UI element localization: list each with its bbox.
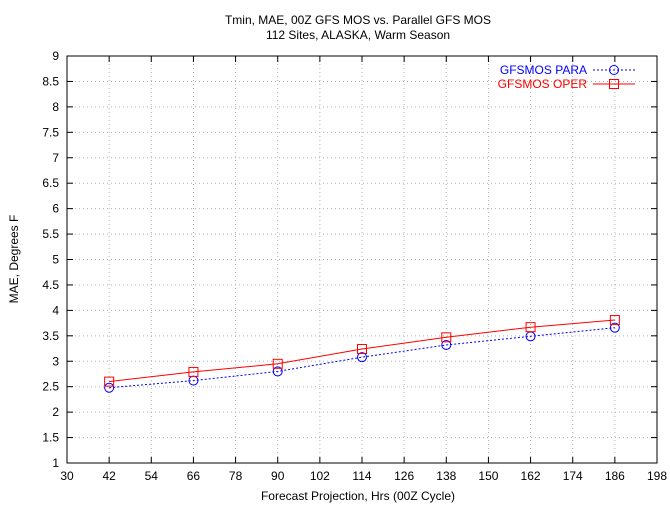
series-1 bbox=[104, 322, 620, 393]
x-tick-label: 114 bbox=[352, 469, 371, 483]
data-point bbox=[609, 322, 620, 333]
y-tick-label: 5 bbox=[52, 253, 59, 267]
y-tick-label: 5.5 bbox=[42, 227, 59, 241]
data-point bbox=[357, 344, 367, 355]
data-point bbox=[188, 366, 199, 377]
chart-subtitle: 112 Sites, ALASKA, Warm Season bbox=[266, 28, 450, 42]
x-tick-label: 54 bbox=[145, 469, 159, 483]
y-tick-label: 3 bbox=[52, 354, 59, 368]
series-layer bbox=[104, 315, 620, 393]
series-line bbox=[109, 327, 615, 389]
y-tick-label: 7.5 bbox=[42, 125, 59, 139]
y-tick-label: 1 bbox=[52, 456, 59, 470]
x-tick-label: 126 bbox=[394, 469, 414, 483]
data-point bbox=[272, 358, 283, 369]
data-point bbox=[441, 339, 452, 350]
x-tick-label: 162 bbox=[521, 469, 541, 483]
y-tick-label: 1.5 bbox=[42, 431, 59, 445]
x-tick-label: 138 bbox=[436, 469, 456, 483]
x-tick-label: 186 bbox=[605, 469, 625, 483]
x-tick-label: 42 bbox=[102, 469, 116, 483]
y-tick-label: 2.5 bbox=[42, 380, 59, 394]
legend-label: GFSMOS OPER bbox=[498, 77, 588, 91]
y-tick-label: 6.5 bbox=[42, 176, 59, 190]
y-tick-label: 6 bbox=[52, 202, 59, 216]
legend-marker bbox=[609, 65, 619, 75]
data-point bbox=[104, 376, 115, 387]
series-line bbox=[109, 319, 615, 383]
y-tick-label: 7 bbox=[52, 151, 59, 165]
data-point bbox=[104, 382, 115, 393]
series-2 bbox=[104, 315, 620, 387]
x-tick-label: 78 bbox=[229, 469, 243, 483]
x-axis-label: Forecast Projection, Hrs (00Z Cycle) bbox=[261, 489, 455, 503]
x-tick-label: 90 bbox=[271, 469, 285, 483]
data-point bbox=[525, 322, 536, 333]
y-tick-label: 3.5 bbox=[42, 329, 59, 343]
y-tick-label: 9 bbox=[52, 49, 59, 63]
x-tick-label: 174 bbox=[563, 469, 583, 483]
legend-label: GFSMOS PARA bbox=[500, 63, 587, 77]
data-point bbox=[441, 332, 452, 343]
chart-title: Tmin, MAE, 00Z GFS MOS vs. Parallel GFS … bbox=[225, 13, 491, 27]
x-tick-label: 30 bbox=[60, 469, 74, 483]
x-tick-label: 198 bbox=[647, 469, 667, 483]
y-tick-label: 4 bbox=[52, 303, 59, 317]
y-tick-label: 2 bbox=[52, 405, 59, 419]
x-axis: 30 42 54 66 78 90 102 114 126 138 150 162 174 186 198 bbox=[60, 56, 667, 483]
grid bbox=[67, 56, 657, 463]
data-point bbox=[609, 315, 620, 326]
y-tick-label: 8 bbox=[52, 100, 59, 114]
x-tick-label: 150 bbox=[478, 469, 498, 483]
data-point bbox=[357, 352, 367, 363]
legend-marker bbox=[609, 79, 619, 89]
y-axis: 1 1.5 2 2.5 3 3.5 4 4.5 5 5.5 6 6.5 7 7.5 8 8.5 9 bbox=[42, 49, 657, 470]
y-tick-label: 8.5 bbox=[42, 74, 59, 88]
y-tick-label: 4.5 bbox=[42, 278, 59, 292]
x-tick-label: 102 bbox=[310, 469, 330, 483]
y-axis-label: MAE, Degrees F bbox=[7, 215, 21, 304]
data-point bbox=[272, 366, 283, 377]
x-tick-label: 66 bbox=[187, 469, 201, 483]
